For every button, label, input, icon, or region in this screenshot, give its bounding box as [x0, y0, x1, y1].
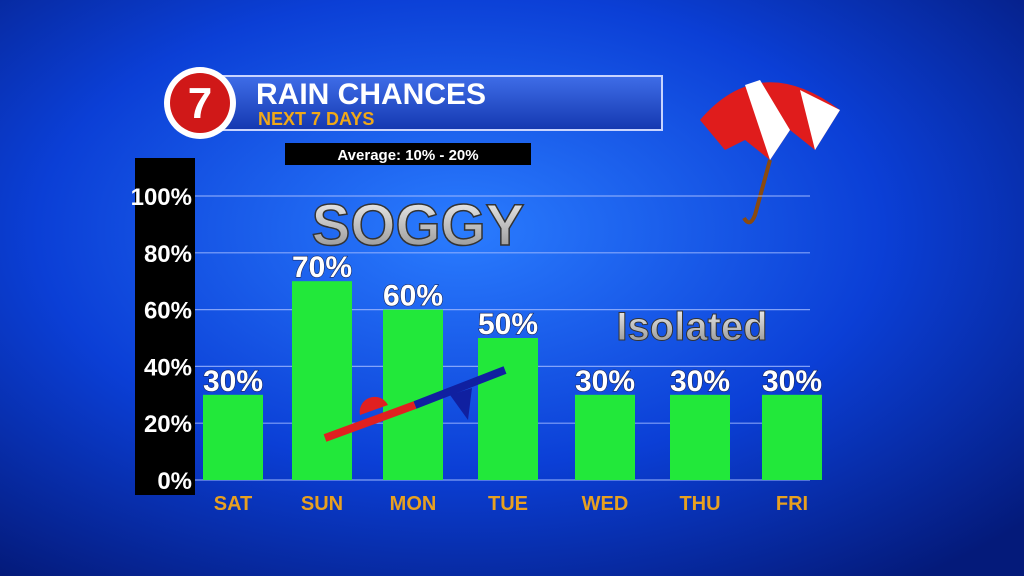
logo-disc: [170, 73, 230, 133]
umbrella-icon: [700, 80, 840, 225]
annotation: Isolated: [616, 305, 767, 349]
note-box: [285, 143, 531, 165]
bar: [203, 394, 263, 480]
value-label: 70%: [292, 251, 352, 284]
note: Average: 10% - 20%: [337, 147, 478, 164]
axis-panel: [135, 158, 195, 495]
chart-title: RAIN CHANCES: [256, 78, 486, 111]
x-tick-label: WED: [582, 493, 629, 515]
value-label: 30%: [670, 365, 730, 398]
value-label: 30%: [203, 365, 263, 398]
value-label: 30%: [575, 365, 635, 398]
x-tick-label: FRI: [776, 493, 808, 515]
value-label: 30%: [762, 365, 822, 398]
value-label: 50%: [478, 308, 538, 341]
y-tick-label: 0%: [157, 468, 192, 495]
bar: [478, 338, 538, 480]
x-tick-label: SUN: [301, 493, 343, 515]
logo-text: 7: [188, 79, 212, 128]
y-tick-label: 40%: [144, 354, 192, 381]
y-tick-label: 20%: [144, 411, 192, 438]
chart-subtitle: NEXT 7 DAYS: [258, 109, 374, 129]
bar: [762, 394, 822, 480]
x-tick-label: MON: [390, 493, 437, 515]
y-tick-label: 80%: [144, 241, 192, 268]
front-symbol: [323, 366, 507, 442]
bar: [292, 281, 352, 480]
bar: [575, 394, 635, 480]
value-label: 60%: [383, 280, 443, 313]
bar: [670, 394, 730, 480]
x-tick-label: TUE: [488, 493, 528, 515]
y-tick-label: 60%: [144, 298, 192, 325]
title-banner: [209, 75, 663, 131]
annotation: SOGGY: [312, 193, 525, 258]
y-tick-label: 100%: [131, 184, 192, 211]
x-tick-label: SAT: [214, 493, 253, 515]
x-tick-label: THU: [679, 493, 720, 515]
